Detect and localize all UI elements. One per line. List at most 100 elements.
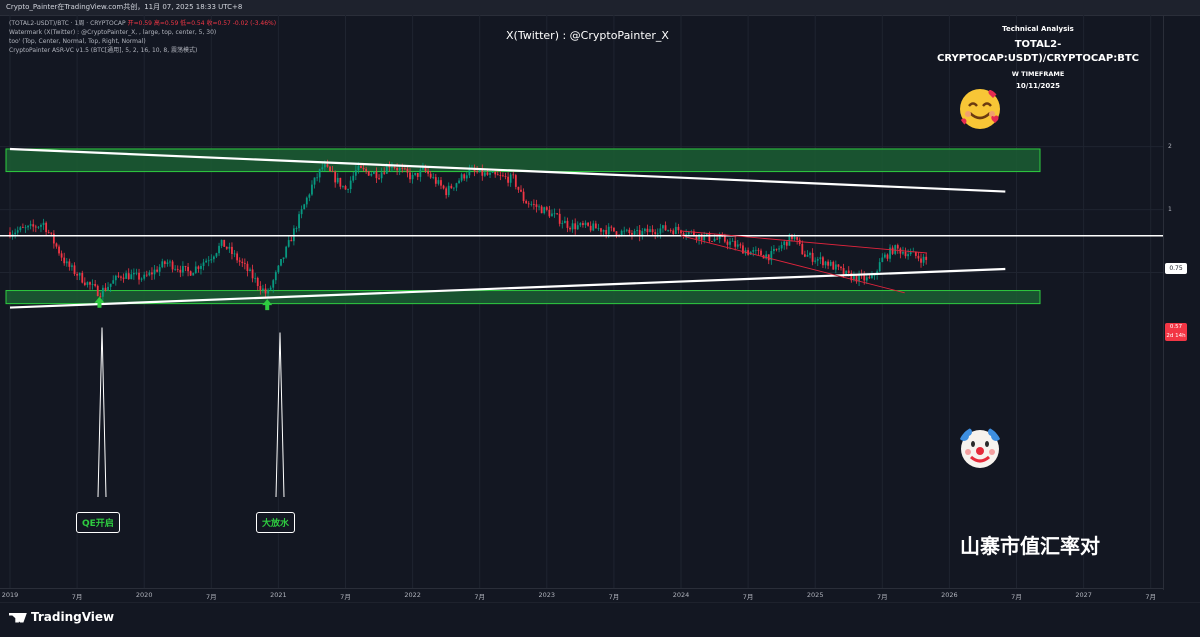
candle-down (251, 269, 254, 279)
candle-down (734, 240, 737, 247)
candle-up (865, 277, 868, 281)
candle-down (58, 246, 60, 254)
candle-up (414, 172, 417, 175)
candle-down (631, 233, 633, 235)
tradingview-logo[interactable]: TradingView (9, 610, 114, 624)
candle-up (202, 262, 205, 266)
candle-up (553, 213, 556, 215)
candle-down (365, 169, 368, 172)
watermark-indicator-line[interactable]: Watermark (X(Twitter) : @CryptoPainter_X… (9, 29, 217, 36)
candle-down (832, 261, 835, 270)
price-scale[interactable] (1163, 15, 1200, 590)
candle-down (89, 282, 91, 285)
candle-down (151, 272, 153, 275)
candle-up (419, 169, 422, 177)
candle-down (225, 246, 228, 249)
candle-up (65, 261, 68, 264)
candle-down (605, 230, 608, 235)
candle-down (45, 222, 48, 233)
candle-up (357, 166, 360, 171)
candlestick-series (9, 159, 928, 301)
candle-up (109, 283, 112, 287)
candle-down (525, 201, 528, 204)
candle-up (218, 245, 220, 254)
tradingview-logo-icon (9, 612, 27, 623)
candle-up (321, 167, 324, 170)
candle-up (602, 230, 605, 232)
candle-up (571, 223, 574, 230)
candle-down (512, 174, 515, 176)
candle-down (117, 275, 120, 277)
candle-down (548, 209, 551, 217)
candle-down (163, 261, 166, 264)
candle-down (427, 170, 429, 174)
candle-up (834, 264, 837, 270)
bar-countdown: 2d 14h (1166, 333, 1186, 339)
price-zones (5, 148, 1041, 305)
chart-cn-title: 山寨市值汇率对 (960, 534, 1100, 558)
candle-up (543, 207, 546, 214)
candle-up (809, 252, 811, 256)
candle-up (770, 251, 773, 261)
candle-down (822, 257, 824, 266)
candle-down (440, 180, 442, 186)
time-axis[interactable]: 2019 7月 2020 7月 2021 7月 2022 7月 2023 7月 2024 7月 2025… (0, 588, 1163, 603)
time-axis-label: 2024 (672, 591, 690, 599)
candle-up (894, 245, 897, 254)
candle-up (576, 225, 579, 230)
candle-down (189, 271, 192, 276)
time-axis-label: 7月 (742, 593, 754, 601)
trendlines (0, 147, 1163, 309)
candle-up (342, 186, 344, 187)
candle-up (824, 261, 827, 266)
candle-up (783, 241, 786, 246)
footer-bar (0, 602, 1200, 637)
candle-up (274, 272, 277, 281)
candle-up (633, 231, 636, 235)
candle-up (380, 172, 383, 179)
candle-down (396, 167, 399, 171)
candle-up (318, 169, 321, 178)
candle-down (9, 232, 11, 237)
candle-down (73, 265, 76, 274)
time-axis-label: 2020 (135, 591, 153, 599)
candle-up (662, 225, 664, 229)
time-axis-label: 7月 (1145, 593, 1157, 601)
candle-up (14, 232, 17, 235)
candle-down (760, 250, 762, 256)
candle-up (282, 257, 285, 260)
analysis-pair: TOTAL2-CRYPTOCAP:USDT)/CRYPTOCAP:BTC (936, 39, 1140, 64)
candle-up (71, 265, 73, 267)
candle-down (700, 234, 703, 241)
too-indicator-line[interactable]: too' (Top, Center, Normal, Top, Right, N… (9, 38, 146, 45)
title-bar: Crypto_Painter在TradingView.com共创，11月 07,… (0, 0, 1200, 16)
candle-down (434, 177, 437, 184)
candle-down (556, 213, 559, 215)
candle-up (889, 247, 891, 259)
candle-up (153, 269, 156, 275)
candle-down (256, 277, 259, 287)
resistance-zone (5, 148, 1041, 173)
candle-down (847, 270, 850, 274)
candle-up (788, 234, 791, 246)
ohlc-values: 开=0.59 高=0.59 低=0.54 收=0.57 -0.02 (-3.46… (127, 20, 277, 27)
candle-up (468, 168, 471, 176)
candle-up (597, 228, 600, 230)
price-chart[interactable] (0, 15, 1163, 588)
candle-up (107, 286, 109, 291)
candle-up (489, 172, 491, 175)
candle-down (156, 269, 159, 272)
candle-down (594, 223, 597, 229)
analysis-heading: Technical Analysis (1002, 25, 1074, 33)
candle-down (535, 204, 538, 207)
candle-down (693, 231, 695, 236)
candle-down (850, 273, 853, 281)
candle-down (184, 266, 187, 267)
candle-up (298, 214, 300, 229)
candle-up (667, 230, 669, 231)
candle-down (796, 237, 799, 240)
candle-up (19, 227, 22, 231)
candle-down (646, 228, 649, 233)
asr-indicator-line[interactable]: CryptoPainter ASR-VC v1.5 (BTC[通用], 5, 2… (9, 47, 198, 54)
candle-up (143, 274, 146, 279)
